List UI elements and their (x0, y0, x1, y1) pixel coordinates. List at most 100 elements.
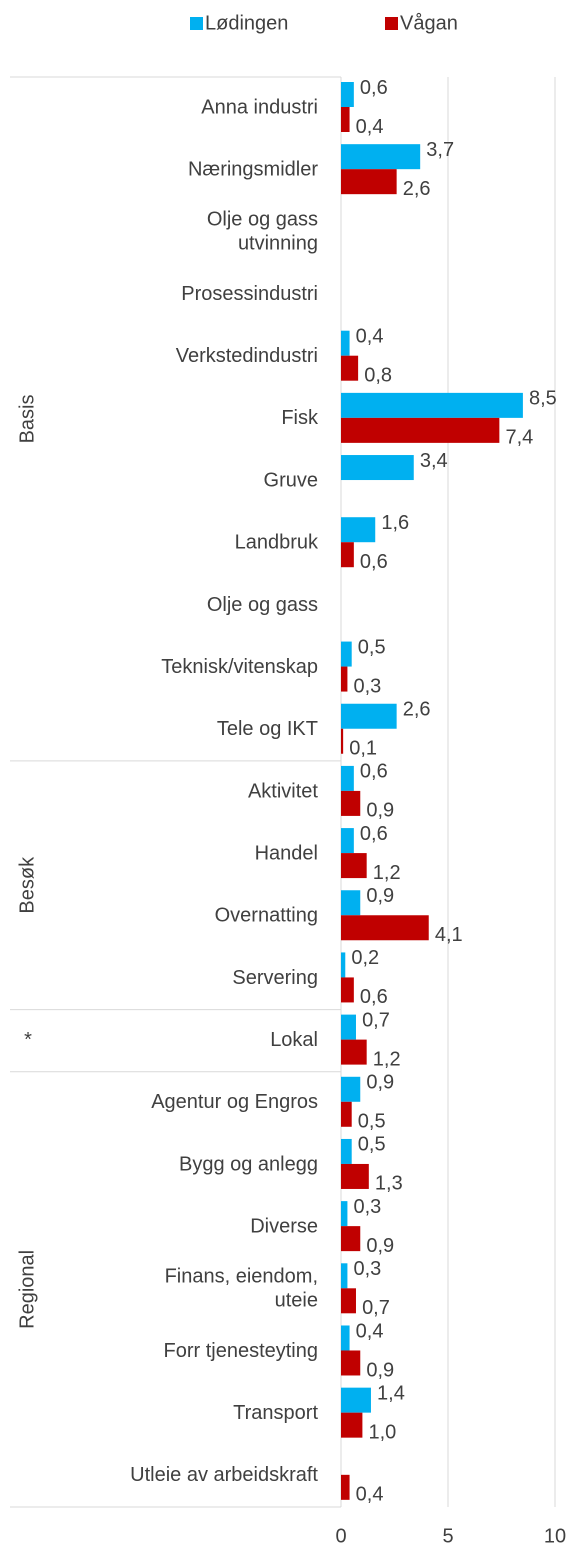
value-label: 0,6 (360, 77, 388, 99)
bar (341, 1350, 361, 1376)
legend-swatch (190, 17, 203, 30)
value-label: 0,4 (356, 325, 384, 347)
value-label: 8,5 (529, 388, 557, 410)
bar (341, 542, 354, 568)
category-label: Handel (255, 842, 318, 864)
category-label: Lokal (270, 1029, 318, 1051)
bar (341, 392, 523, 418)
value-label: 0,3 (354, 675, 382, 697)
value-label: 0,9 (366, 800, 394, 822)
bar (341, 517, 376, 543)
value-label: 0,4 (356, 1320, 384, 1342)
value-label: 0,8 (364, 364, 392, 386)
bar (341, 977, 354, 1003)
value-label: 3,4 (420, 450, 448, 472)
category-label: Bygg og anlegg (179, 1153, 318, 1175)
value-label: 0,4 (356, 116, 384, 138)
category-label: Agentur og Engros (151, 1091, 318, 1113)
category-label: Anna industri (201, 96, 318, 118)
category-label: Landbruk (235, 532, 319, 554)
value-label: 0,1 (349, 738, 377, 760)
value-label: 0,7 (362, 1009, 390, 1031)
value-label: 0,5 (358, 636, 386, 658)
category-label: utvinning (238, 233, 318, 255)
value-label: 0,3 (354, 1196, 382, 1218)
category-label: Teknisk/vitenskap (161, 656, 318, 678)
value-label: 0,9 (366, 1235, 394, 1257)
value-label: 1,3 (375, 1173, 403, 1195)
bar (341, 82, 354, 107)
group-label: * (24, 1029, 32, 1051)
bar (341, 666, 348, 692)
bar (341, 1076, 361, 1102)
bar (341, 1101, 352, 1127)
category-label: Servering (232, 967, 318, 989)
value-label: 0,9 (366, 1359, 394, 1381)
bar (341, 1039, 367, 1065)
bar (341, 169, 397, 195)
bar (341, 728, 344, 754)
value-label: 0,6 (360, 761, 388, 783)
bar (341, 107, 350, 132)
bar (341, 915, 429, 941)
bar (341, 1014, 356, 1040)
bar (341, 790, 361, 816)
bar (341, 765, 354, 791)
value-label: 1,0 (368, 1421, 396, 1443)
value-label: 0,6 (360, 986, 388, 1008)
category-label: Gruve (264, 469, 318, 491)
bar (341, 330, 350, 356)
group-label: Basis (16, 395, 38, 444)
category-label: Aktivitet (248, 780, 318, 802)
value-label: 0,4 (356, 1484, 384, 1506)
bar (341, 144, 421, 170)
value-label: 1,4 (377, 1382, 405, 1404)
group-label: Regional (16, 1250, 38, 1329)
value-label: 0,7 (362, 1297, 390, 1319)
value-label: 7,4 (505, 427, 533, 449)
x-tick-label: 5 (442, 1525, 453, 1547)
bar (341, 1201, 348, 1227)
legend-label: Vågan (400, 12, 458, 34)
value-label: 0,2 (351, 947, 379, 969)
value-label: 1,2 (373, 862, 401, 884)
value-label: 0,9 (366, 885, 394, 907)
bar (341, 828, 354, 854)
value-label: 0,6 (360, 551, 388, 573)
bar (341, 1138, 352, 1164)
category-label: Næringsmidler (188, 159, 318, 181)
bar (341, 1288, 356, 1314)
bar (341, 1163, 369, 1189)
category-label: Transport (233, 1402, 318, 1424)
value-label: 1,6 (381, 512, 409, 534)
value-label: 0,9 (366, 1072, 394, 1094)
category-label: Fisk (281, 407, 319, 429)
category-label: uteie (275, 1290, 318, 1312)
bar (341, 853, 367, 879)
bar (341, 355, 359, 381)
x-tick-label: 10 (544, 1525, 566, 1547)
category-label: Finans, eiendom, (165, 1266, 318, 1288)
bar (341, 1226, 361, 1252)
bar (341, 417, 500, 443)
category-label: Forr tjenesteyting (163, 1340, 318, 1362)
value-label: 1,2 (373, 1048, 401, 1070)
category-label: Olje og gass (207, 594, 318, 616)
category-label: Prosessindustri (181, 283, 318, 305)
value-label: 0,6 (360, 823, 388, 845)
legend-swatch (385, 17, 398, 30)
bar (341, 1325, 350, 1351)
group-label: Besøk (16, 856, 38, 914)
bar (341, 1387, 371, 1413)
category-label: Diverse (250, 1215, 318, 1237)
bar (341, 703, 397, 729)
bar (341, 1474, 350, 1500)
bar (341, 1263, 348, 1289)
bar (341, 952, 346, 978)
value-label: 0,5 (358, 1111, 386, 1133)
value-label: 2,6 (403, 178, 431, 200)
value-label: 2,6 (403, 699, 431, 721)
bar (341, 1412, 363, 1438)
value-label: 0,5 (358, 1134, 386, 1156)
